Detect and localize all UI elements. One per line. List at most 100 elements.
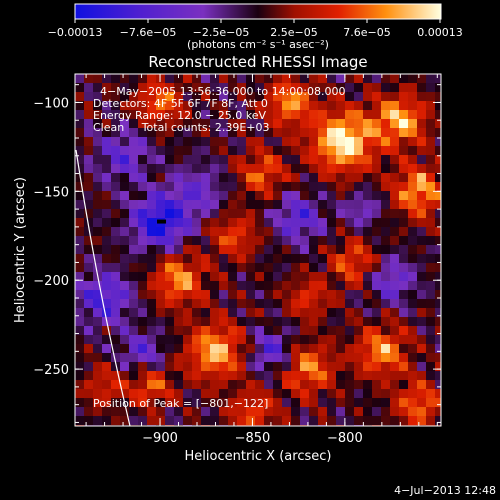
heatmap-cell xyxy=(426,164,436,174)
heatmap-cell xyxy=(156,272,166,282)
heatmap-cell xyxy=(255,191,265,201)
heatmap-cell xyxy=(111,254,121,264)
heatmap-cell xyxy=(210,326,220,336)
heatmap-cell xyxy=(435,371,441,381)
heatmap-cell xyxy=(300,155,310,165)
colorbar-tick-label: 0.00013 xyxy=(417,26,463,39)
heatmap-cell xyxy=(75,290,85,300)
heatmap-cell xyxy=(156,299,166,309)
heatmap-cell xyxy=(408,74,418,84)
heatmap-cell xyxy=(399,299,409,309)
heatmap-cell xyxy=(102,371,112,381)
heatmap-cell xyxy=(273,299,283,309)
heatmap-cell xyxy=(237,227,247,237)
heatmap-cell xyxy=(102,416,112,426)
heatmap-cell xyxy=(291,74,301,84)
heatmap-cell xyxy=(363,155,373,165)
heatmap-cell xyxy=(408,371,418,381)
heatmap-cell xyxy=(120,74,130,84)
heatmap-cell xyxy=(102,236,112,246)
heatmap-cell xyxy=(255,92,265,102)
heatmap-cell xyxy=(372,74,382,84)
heatmap-cell xyxy=(102,290,112,300)
heatmap-cell xyxy=(345,101,355,111)
heatmap-cell xyxy=(93,326,103,336)
heatmap-cell xyxy=(165,236,175,246)
colorbar-unit: (photons cm⁻² s⁻¹ asec⁻²) xyxy=(187,38,329,51)
heatmap-cell xyxy=(336,83,346,93)
heatmap-cell xyxy=(138,200,148,210)
heatmap-cell xyxy=(363,137,373,147)
heatmap-cell xyxy=(210,371,220,381)
heatmap-cell xyxy=(201,263,211,273)
heatmap-cell xyxy=(183,74,193,84)
heatmap-cell xyxy=(363,83,373,93)
heatmap-cell xyxy=(147,308,157,318)
heatmap-cell xyxy=(291,245,301,255)
heatmap-cell xyxy=(111,191,121,201)
heatmap-cell xyxy=(417,173,427,183)
heatmap-cell xyxy=(183,272,193,282)
heatmap-cell xyxy=(435,92,441,102)
heatmap-cell xyxy=(75,335,85,345)
heatmap-cell xyxy=(93,317,103,327)
heatmap-cell xyxy=(327,344,337,354)
heatmap-cell xyxy=(111,200,121,210)
solar-limb-curve xyxy=(75,149,131,426)
heatmap-cell xyxy=(282,92,292,102)
heatmap-cell xyxy=(381,398,391,408)
heatmap-cell xyxy=(210,353,220,363)
heatmap-cell xyxy=(273,263,283,273)
heatmap-cell xyxy=(147,128,157,138)
heatmap-cell xyxy=(381,155,391,165)
heatmap-cell xyxy=(84,191,94,201)
heatmap-cell xyxy=(192,236,202,246)
heatmap-cell xyxy=(354,92,364,102)
heatmap-cell xyxy=(408,335,418,345)
heatmap-cell xyxy=(174,119,184,129)
heatmap-cell xyxy=(327,200,337,210)
heatmap-cell xyxy=(345,155,355,165)
heatmap-cell xyxy=(327,281,337,291)
heatmap-cell xyxy=(345,299,355,309)
heatmap-cell xyxy=(345,218,355,228)
heatmap-cell xyxy=(129,92,139,102)
heatmap-cell xyxy=(309,137,319,147)
heatmap-cell xyxy=(210,182,220,192)
heatmap-cell xyxy=(264,92,274,102)
heatmap-cell xyxy=(336,146,346,156)
heatmap-cell xyxy=(219,398,229,408)
heatmap-cell xyxy=(363,272,373,282)
heatmap-cell xyxy=(372,245,382,255)
heatmap-cell xyxy=(174,398,184,408)
heatmap-cell xyxy=(84,101,94,111)
heatmap-cell xyxy=(345,128,355,138)
heatmap-cell xyxy=(165,353,175,363)
heatmap-cell xyxy=(390,353,400,363)
heatmap-cell xyxy=(300,182,310,192)
heatmap-cell xyxy=(192,164,202,174)
heatmap-cell xyxy=(228,110,238,120)
heatmap-cell xyxy=(336,299,346,309)
heatmap-cell xyxy=(318,164,328,174)
heatmap-cell xyxy=(237,218,247,228)
heatmap-cell xyxy=(138,290,148,300)
heatmap-cell xyxy=(147,281,157,291)
heatmap-cell xyxy=(93,227,103,237)
heatmap-cell xyxy=(129,74,139,84)
heatmap-cell xyxy=(381,362,391,372)
heatmap-cell xyxy=(354,209,364,219)
heatmap-cell xyxy=(165,119,175,129)
heatmap-cell xyxy=(426,308,436,318)
heatmap-cell xyxy=(318,101,328,111)
heatmap-cell xyxy=(201,146,211,156)
heatmap-cell xyxy=(327,380,337,390)
heatmap-cell xyxy=(111,182,121,192)
heatmap-cell xyxy=(246,227,256,237)
heatmap-cell xyxy=(183,227,193,237)
heatmap-cell xyxy=(174,326,184,336)
heatmap-cell xyxy=(435,74,441,84)
heatmap-cell xyxy=(165,299,175,309)
heatmap-cell xyxy=(381,290,391,300)
heatmap-cell xyxy=(210,407,220,417)
